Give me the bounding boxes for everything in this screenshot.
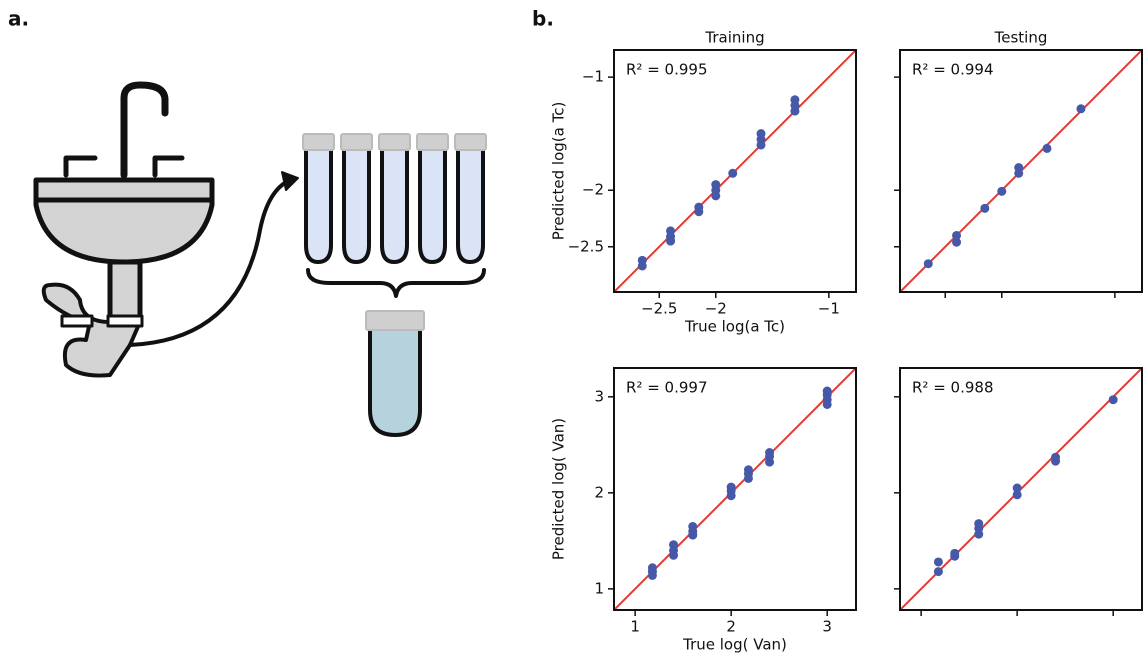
point <box>822 386 832 396</box>
panel-label: b. <box>532 7 554 31</box>
y-tick-label: −2 <box>582 181 604 199</box>
annotation: R² = 0.997 <box>626 379 707 397</box>
y-axis-label: Predicted log(a Tc) <box>550 102 568 241</box>
point <box>637 261 647 271</box>
x-axis-label: True log(a Tc) <box>684 318 785 336</box>
point <box>666 236 676 246</box>
point <box>1014 168 1024 178</box>
annotation: R² = 0.988 <box>912 379 993 397</box>
point <box>1108 395 1118 405</box>
point <box>1012 483 1022 493</box>
annotation: R² = 0.994 <box>912 61 993 79</box>
point <box>933 557 943 567</box>
y-tick-label: −1 <box>582 68 604 86</box>
point <box>952 237 962 247</box>
point <box>974 519 984 529</box>
annotation: R² = 0.995 <box>626 61 707 79</box>
point <box>933 567 943 577</box>
y-tick-label: 3 <box>594 387 604 405</box>
point <box>1051 452 1061 462</box>
y-axis-label: Predicted log( Van) <box>550 418 568 560</box>
point <box>765 448 775 458</box>
illustration <box>33 81 487 437</box>
x-tick-label: 1 <box>630 618 640 636</box>
x-tick-label: −1 <box>818 300 840 318</box>
point <box>647 563 657 573</box>
point <box>952 230 962 240</box>
plot-frame <box>899 49 1143 293</box>
point <box>756 140 766 150</box>
y-tick-label: −2.5 <box>568 237 604 255</box>
point <box>669 540 679 550</box>
chart-title: Testing <box>994 29 1048 47</box>
x-tick-label: 2 <box>726 618 736 636</box>
point <box>790 106 800 116</box>
x-tick-label: 3 <box>822 618 832 636</box>
plot-frame <box>899 367 1143 611</box>
x-axis-label: True log( Van) <box>682 636 787 654</box>
plot-frame <box>613 367 857 611</box>
y-tick-label: 2 <box>594 483 604 501</box>
point <box>743 465 753 475</box>
point <box>728 168 738 178</box>
point <box>694 207 704 217</box>
point <box>1076 104 1086 114</box>
x-tick-label: −2 <box>705 300 727 318</box>
plot-frame <box>613 49 857 293</box>
point <box>711 191 721 201</box>
point <box>1042 143 1052 153</box>
panel-label: a. <box>8 7 29 31</box>
y-tick-label: 1 <box>594 579 604 597</box>
point <box>980 203 990 213</box>
point <box>1012 490 1022 500</box>
point <box>997 186 1007 196</box>
point <box>726 482 736 492</box>
x-tick-label: −2.5 <box>641 300 677 318</box>
point <box>923 259 933 269</box>
point <box>688 521 698 531</box>
chart-title: Training <box>704 29 764 47</box>
point <box>950 548 960 558</box>
